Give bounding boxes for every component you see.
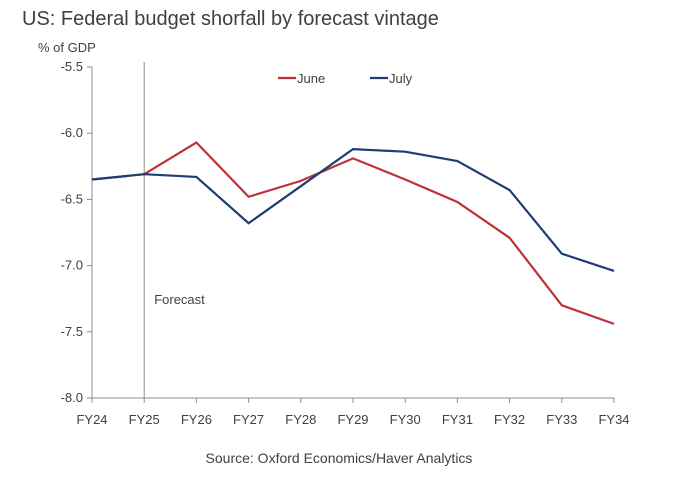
legend-label-july: July	[389, 71, 413, 86]
x-tick-label: FY28	[285, 412, 316, 427]
chart-title: US: Federal budget shorfall by forecast …	[22, 8, 439, 30]
x-tick-label: FY34	[598, 412, 629, 427]
forecast-annotation: Forecast	[154, 292, 205, 307]
series-line-june	[91, 141, 615, 325]
x-tick-label: FY32	[494, 412, 525, 427]
x-tick-label: FY24	[76, 412, 107, 427]
y-tick-label: -5.5	[61, 59, 83, 74]
y-tick-label: -6.5	[61, 191, 83, 206]
y-tick-label: -6.0	[61, 125, 83, 140]
series-line-july	[91, 147, 615, 272]
x-tick-label: FY30	[390, 412, 421, 427]
y-axis-label: % of GDP	[38, 40, 96, 55]
x-tick-label: FY33	[546, 412, 577, 427]
legend-label-june: June	[297, 71, 325, 86]
x-tick-label: FY25	[129, 412, 160, 427]
x-tick-label: FY26	[181, 412, 212, 427]
y-tick-label: -7.5	[61, 324, 83, 339]
x-tick-label: FY31	[442, 412, 473, 427]
line-chart: -5.5 -6.0 -6.5 -7.0 -7.5 -8.0 FY24 FY25 FY26 FY27…	[61, 59, 630, 427]
x-tick-label: FY27	[233, 412, 264, 427]
y-tick-label: -7.0	[61, 258, 83, 273]
x-tick-label: FY29	[337, 412, 368, 427]
y-tick-label: -8.0	[61, 390, 83, 405]
source-note: Source: Oxford Economics/Haver Analytics	[205, 450, 473, 466]
